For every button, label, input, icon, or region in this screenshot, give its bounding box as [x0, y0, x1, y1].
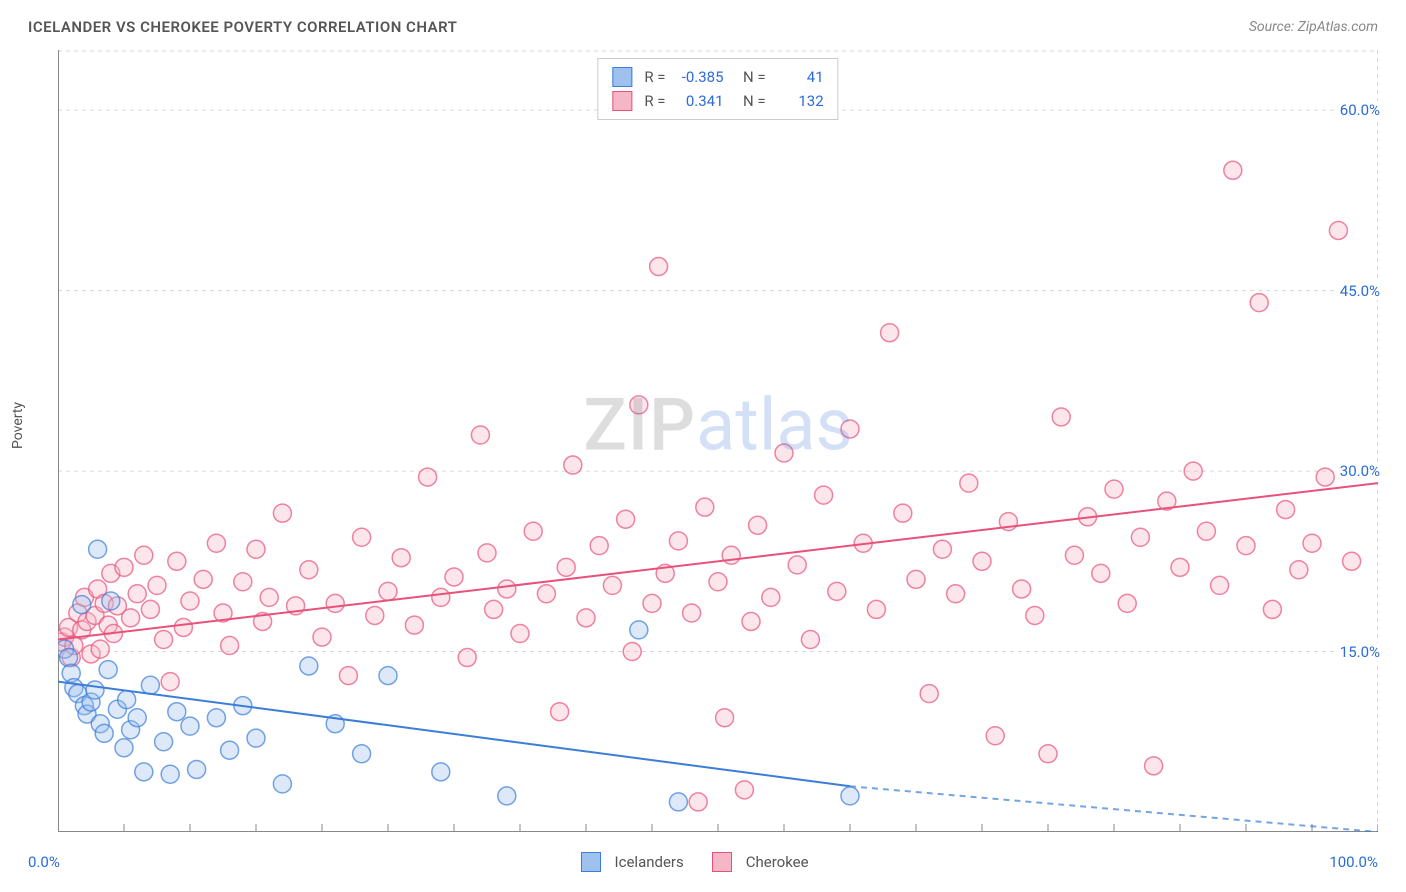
- legend-swatch: [612, 67, 632, 87]
- legend-swatch: [581, 852, 601, 872]
- chart-container: Poverty ZIPatlas R =-0.385 N =41R =0.341…: [28, 50, 1378, 872]
- r-label: R =: [644, 89, 665, 113]
- scatter-chart: [58, 50, 1378, 832]
- source-attribution: Source: ZipAtlas.com: [1249, 19, 1378, 35]
- chart-title: ICELANDER VS CHEROKEE POVERTY CORRELATIO…: [28, 18, 457, 36]
- n-label: N =: [743, 89, 766, 113]
- y-tick-label: 45.0%: [1336, 282, 1380, 300]
- r-label: R =: [644, 65, 665, 89]
- plot-area: ZIPatlas R =-0.385 N =41R =0.341 N =132 …: [58, 50, 1378, 832]
- stats-row: R = 0.341 N = 132: [612, 89, 823, 113]
- legend-label: Icelanders: [615, 853, 684, 871]
- legend-item: Cherokee: [712, 852, 809, 872]
- x-max-label: 100.0%: [1329, 853, 1378, 871]
- legend-swatch: [712, 852, 732, 872]
- stats-row: R = -0.385 N = 41: [612, 65, 823, 89]
- y-tick-label: 30.0%: [1336, 462, 1380, 480]
- y-tick-label: 15.0%: [1336, 643, 1380, 661]
- x-min-label: 0.0%: [28, 853, 60, 871]
- legend-item: Icelanders: [581, 852, 684, 872]
- n-label: N =: [743, 65, 766, 89]
- y-axis-label: Poverty: [10, 402, 26, 449]
- series-legend: Icelanders Cherokee: [581, 852, 809, 872]
- r-value: -0.385: [672, 65, 724, 89]
- legend-swatch: [612, 91, 632, 111]
- x-axis-legend: 0.0% Icelanders Cherokee 100.0%: [28, 852, 1378, 872]
- n-value: 41: [772, 65, 824, 89]
- r-value: 0.341: [672, 89, 724, 113]
- y-tick-label: 60.0%: [1336, 101, 1380, 119]
- correlation-stats-box: R = -0.385 N = 41 R = 0.341 N = 132: [597, 58, 838, 120]
- legend-label: Cherokee: [746, 853, 809, 871]
- n-value: 132: [772, 89, 824, 113]
